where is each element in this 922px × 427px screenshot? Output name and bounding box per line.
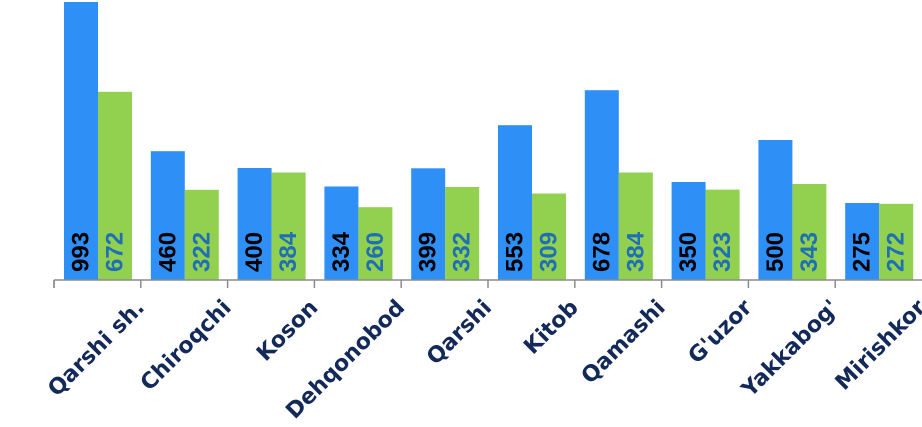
bar-series-2-0 xyxy=(98,91,132,280)
bar-series-2-1 xyxy=(184,189,219,280)
category-label-7: G'uzor xyxy=(684,295,758,369)
category-label-6: Qamashi xyxy=(577,295,671,389)
bar-series-2-9 xyxy=(879,203,914,280)
value-label-series-2-9: 272 xyxy=(883,232,910,272)
bar-series-2-3 xyxy=(358,207,393,280)
bar-series-1-8 xyxy=(758,140,793,280)
bar-series-2-4 xyxy=(445,187,480,280)
category-label-1: Chiroqchi xyxy=(136,295,237,396)
bar-series-1-5 xyxy=(498,125,532,280)
value-label-series-1-4: 399 xyxy=(415,232,442,272)
value-label-series-1-8: 500 xyxy=(762,232,789,272)
value-label-series-1-0: 993 xyxy=(68,232,95,272)
value-label-series-2-0: 672 xyxy=(102,232,129,272)
value-label-series-2-5: 309 xyxy=(536,232,563,272)
bar-series-1-1 xyxy=(150,151,185,280)
bar-series-1-0 xyxy=(64,2,98,280)
bar-series-1-6 xyxy=(584,90,619,280)
value-label-series-1-2: 400 xyxy=(241,232,268,272)
bar-series-1-2 xyxy=(237,168,272,280)
value-label-series-2-1: 322 xyxy=(188,232,215,272)
value-label-series-2-4: 332 xyxy=(449,232,476,272)
value-label-series-1-9: 275 xyxy=(849,232,876,272)
value-label-series-1-6: 678 xyxy=(588,232,615,272)
value-label-series-1-5: 553 xyxy=(502,232,529,272)
value-label-series-1-3: 334 xyxy=(328,231,355,272)
category-label-4: Qarshi xyxy=(422,295,497,370)
value-labels-group: 993 672 460 322 400 384 334 260 399 332 553 309 678 3… xyxy=(68,231,910,272)
category-label-5: Kitob xyxy=(519,295,583,359)
bar-series-2-5 xyxy=(532,193,566,280)
category-label-2: Koson xyxy=(252,295,323,366)
bar-series-2-7 xyxy=(705,189,740,280)
value-label-series-2-2: 384 xyxy=(275,231,302,272)
value-label-series-2-7: 323 xyxy=(709,232,736,272)
value-label-series-1-1: 460 xyxy=(154,232,181,272)
value-label-series-1-7: 350 xyxy=(675,232,702,272)
x-axis-ticks xyxy=(53,280,836,288)
value-label-series-2-6: 384 xyxy=(622,231,649,272)
value-label-series-2-3: 260 xyxy=(362,232,389,272)
category-label-0: Qarshi sh. xyxy=(43,295,149,401)
bar-series-1-7 xyxy=(671,182,706,280)
bars-group xyxy=(64,2,914,280)
bar-series-2-8 xyxy=(792,184,827,280)
value-label-series-2-8: 343 xyxy=(796,232,823,272)
bar-series-1-9 xyxy=(845,203,880,280)
bar-series-1-3 xyxy=(324,186,359,280)
category-label-9: Mirishkor xyxy=(831,295,922,395)
bar-series-2-6 xyxy=(618,172,653,280)
bar-series-1-4 xyxy=(411,168,446,280)
bar-series-2-2 xyxy=(271,172,306,280)
